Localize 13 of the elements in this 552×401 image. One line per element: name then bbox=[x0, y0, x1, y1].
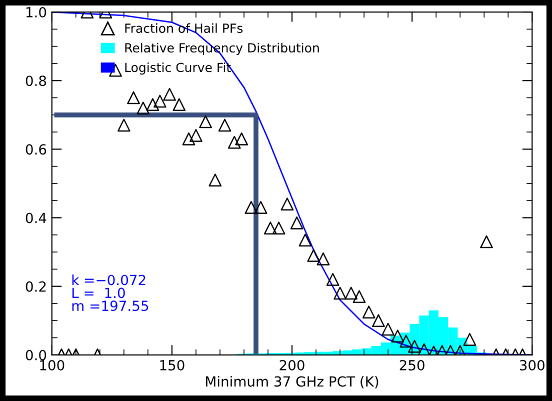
x-tick-label: 200 bbox=[280, 360, 304, 370]
x-tick-label: 150 bbox=[160, 360, 184, 370]
x-tick-label: 250 bbox=[400, 360, 424, 370]
y-tick-label: 0.6 bbox=[26, 144, 46, 155]
y-tick-label: 0.0 bbox=[26, 350, 46, 360]
x-tick-label: 300 bbox=[520, 360, 544, 370]
x-axis-title: Minimum 37 GHz PCT (K) bbox=[206, 376, 378, 388]
y-tick-label: 1.0 bbox=[26, 7, 46, 18]
y-tick-label: 0.2 bbox=[26, 281, 46, 292]
y-tick-label: 0.4 bbox=[26, 212, 46, 224]
x-tick-label: 100 bbox=[40, 360, 64, 370]
y-tick-label: 0.8 bbox=[26, 76, 46, 86]
annotation: k =−0.072 L = 1.0 m =197.55 bbox=[72, 274, 148, 312]
